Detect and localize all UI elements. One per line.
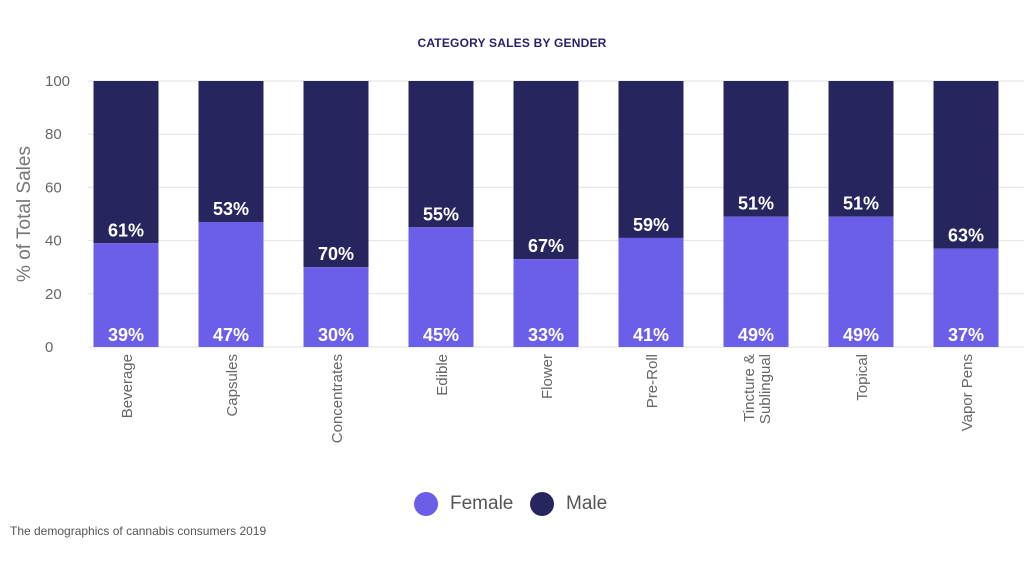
bar-male — [513, 81, 579, 260]
bar-male — [828, 81, 894, 217]
data-label-female: 47% — [213, 325, 249, 345]
y-tick-label: 0 — [45, 339, 53, 356]
data-label-male: 70% — [318, 244, 354, 264]
data-label-female: 37% — [948, 325, 984, 345]
data-label-female: 49% — [738, 325, 774, 345]
legend: Female Male — [0, 489, 1024, 519]
data-label-female: 45% — [423, 325, 459, 345]
legend-label-female: Female — [450, 493, 514, 514]
bar-male — [198, 81, 264, 222]
y-axis-title: % of Total Sales — [14, 146, 35, 282]
data-label-male: 51% — [738, 194, 774, 214]
data-label-female: 30% — [318, 325, 354, 345]
x-tick-label: Flower — [539, 354, 556, 399]
legend-item-male: Male — [530, 489, 607, 519]
x-tick-label: Capsules — [224, 354, 241, 417]
data-label-male: 55% — [423, 204, 459, 224]
bar-male — [933, 81, 999, 249]
bar-male — [93, 81, 159, 244]
legend-item-female: Female — [414, 489, 513, 519]
data-label-male: 61% — [108, 220, 144, 240]
data-label-male: 63% — [948, 226, 984, 246]
x-tick-label: Tincture & — [741, 354, 758, 422]
x-tick-label: Topical — [854, 354, 871, 401]
bar-male — [303, 81, 369, 268]
legend-swatch-female — [414, 492, 438, 516]
data-label-female: 39% — [108, 325, 144, 345]
data-label-male: 67% — [528, 236, 564, 256]
bar-female — [408, 227, 474, 347]
bar-female — [513, 259, 579, 347]
bar-female — [618, 237, 684, 347]
bar-female — [93, 243, 159, 347]
bar-female — [303, 267, 369, 347]
bar-female — [933, 248, 999, 347]
x-tick-label: Pre-Roll — [644, 354, 661, 408]
bar-female — [723, 216, 789, 347]
x-tick-label: Concentrates — [329, 354, 346, 443]
bar-male — [408, 81, 474, 228]
data-label-male: 59% — [633, 215, 669, 235]
bar-male — [618, 81, 684, 238]
source-note: The demographics of cannabis consumers 2… — [10, 524, 267, 538]
data-label-female: 41% — [633, 325, 669, 345]
bar-male — [723, 81, 789, 217]
bar-female — [828, 216, 894, 347]
y-tick-label: 80 — [45, 126, 62, 143]
bar-female — [198, 221, 264, 347]
y-tick-label: 40 — [45, 233, 62, 250]
y-tick-label: 100 — [45, 73, 70, 90]
x-tick-label: Vapor Pens — [959, 354, 976, 431]
data-label-male: 51% — [843, 194, 879, 214]
chart-title: CATEGORY SALES BY GENDER — [417, 36, 607, 50]
legend-label-male: Male — [566, 493, 608, 514]
y-tick-label: 60 — [45, 179, 62, 196]
x-tick-label: Edible — [434, 354, 451, 396]
y-tick-label: 20 — [45, 286, 62, 303]
x-tick-label: Sublingual — [757, 354, 774, 424]
data-label-female: 49% — [843, 325, 879, 345]
x-tick-label: Beverage — [119, 354, 136, 418]
data-label-male: 53% — [213, 199, 249, 219]
legend-swatch-male — [530, 492, 554, 516]
data-label-female: 33% — [528, 325, 564, 345]
